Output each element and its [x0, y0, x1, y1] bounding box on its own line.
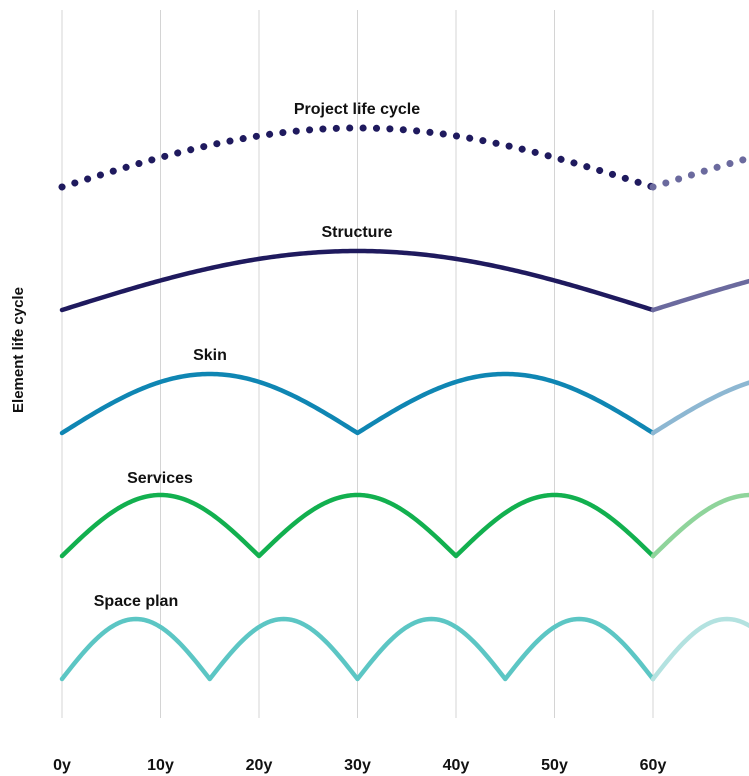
x-tick-label: 20y — [246, 757, 273, 774]
series-services-future-line — [650, 492, 749, 559]
series-space-plan-future-line — [650, 616, 749, 682]
x-tick-label: 30y — [344, 757, 371, 774]
curves — [58, 124, 749, 682]
series-structure-future-line — [650, 278, 749, 313]
series-skin-line — [59, 371, 656, 436]
series-structure-line — [59, 248, 656, 313]
series-services-line — [59, 492, 656, 559]
y-axis-label: Element life cycle — [10, 287, 27, 413]
series-space-plan-line — [59, 616, 656, 682]
series-label: Services — [127, 470, 193, 487]
gridlines — [61, 10, 654, 718]
x-tick-label: 50y — [541, 757, 568, 774]
series-label: Space plan — [94, 593, 178, 610]
x-tick-label: 0y — [53, 757, 71, 774]
series-skin-future-line — [650, 380, 749, 436]
series-project-life-cycle-future-line — [649, 154, 749, 191]
curve-labels: Project life cycle Structure Skin Services S… — [94, 101, 420, 610]
x-tick-label: 60y — [640, 757, 667, 774]
x-tick-label: 10y — [147, 757, 174, 774]
series-label: Project life cycle — [294, 101, 420, 118]
series-label: Structure — [321, 224, 392, 241]
series-label: Skin — [193, 347, 227, 364]
x-tick-label: 40y — [443, 757, 470, 774]
x-axis-ticks: 0y 10y 20y 30y 40y 50y 60y — [53, 757, 666, 774]
